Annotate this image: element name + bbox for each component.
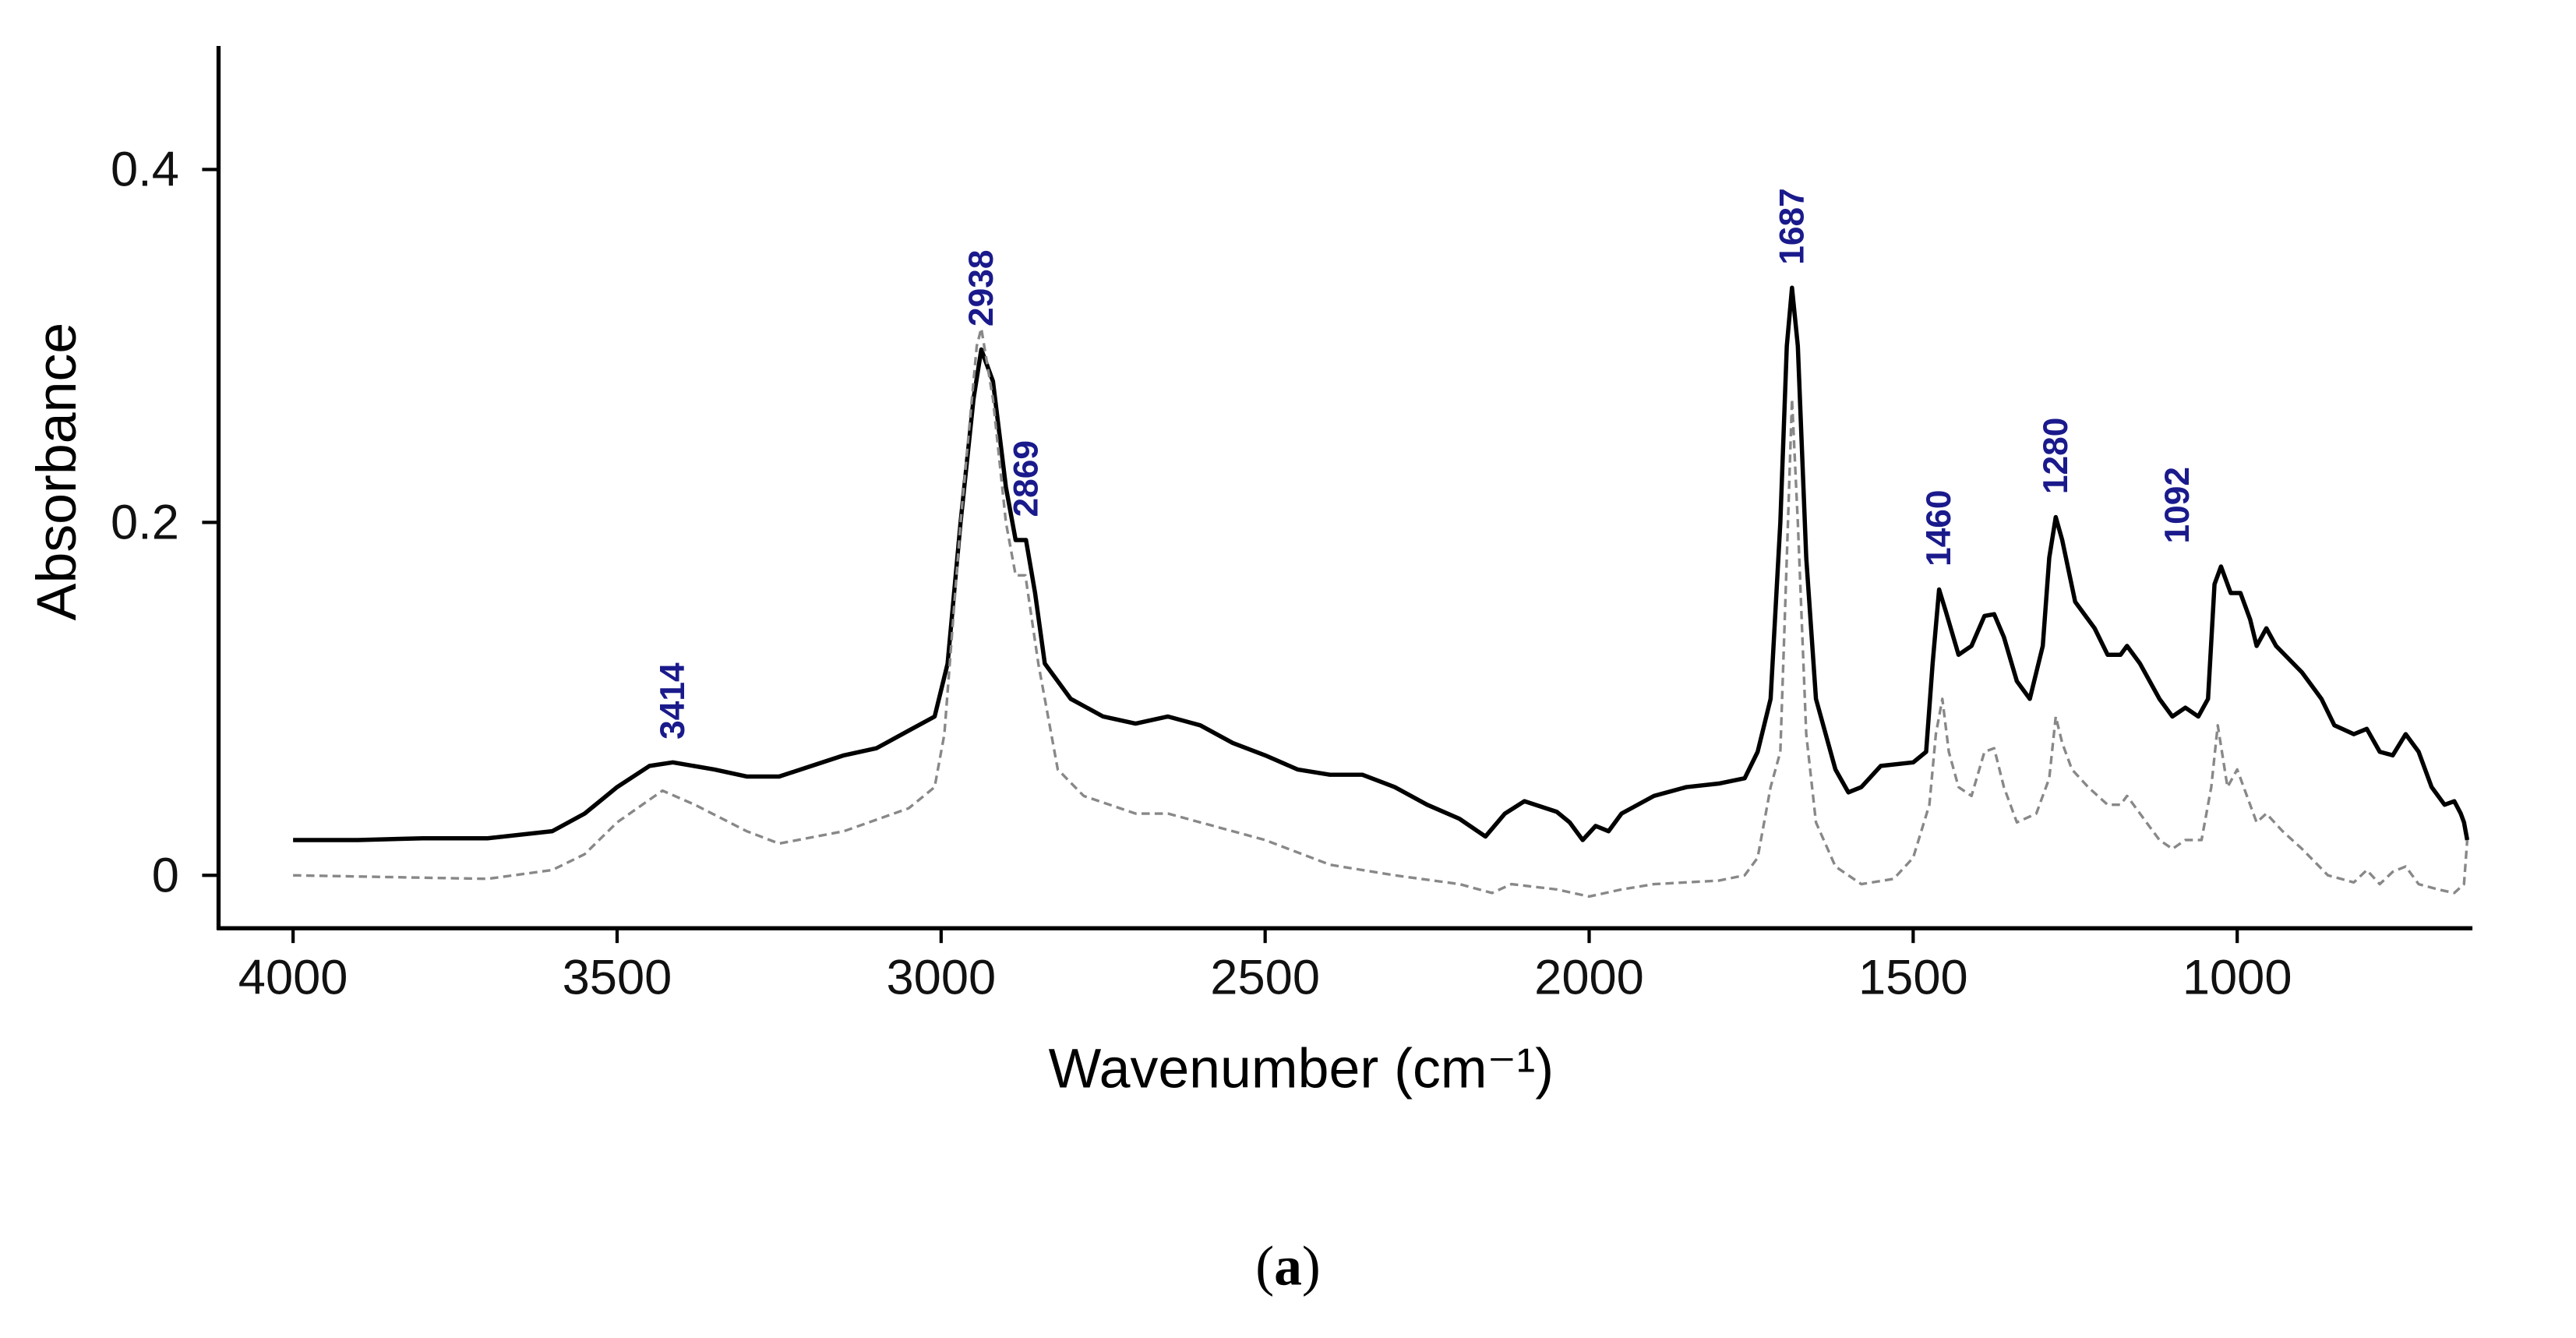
- peak-label: 2938: [962, 249, 1000, 326]
- x-tick-label: 1000: [2183, 951, 2292, 1005]
- caption-label: a: [1274, 1235, 1302, 1297]
- x-tick-label: 4000: [238, 951, 348, 1005]
- caption-open: (: [1255, 1235, 1274, 1297]
- peak-label: 1687: [1773, 188, 1811, 264]
- caption: (a): [1255, 1235, 1321, 1297]
- caption-close: ): [1302, 1235, 1321, 1297]
- solid-spectrum: [293, 285, 2470, 842]
- x-tick-label: 3000: [886, 951, 996, 1005]
- x-axis-title: Wavenumber (cm⁻¹): [1049, 1038, 1554, 1100]
- peak-label: 3414: [654, 662, 692, 740]
- peak-label: 1280: [2037, 418, 2075, 494]
- y-tick-label: 0.4: [111, 143, 179, 197]
- peak-label: 1092: [2158, 467, 2197, 543]
- x-tick-label: 1500: [1858, 951, 1968, 1005]
- y-tick-label: 0: [152, 848, 179, 902]
- y-axis-title: Absorbance: [26, 323, 88, 621]
- x-tick-label: 2500: [1210, 951, 1320, 1005]
- peak-label: 1460: [1920, 489, 1958, 566]
- dashed-spectrum: [293, 327, 2469, 898]
- peak-label: 2869: [1007, 440, 1045, 517]
- x-tick-label: 2000: [1534, 951, 1644, 1005]
- y-tick-label: 0.2: [111, 495, 179, 549]
- x-tick-label: 3500: [563, 951, 672, 1005]
